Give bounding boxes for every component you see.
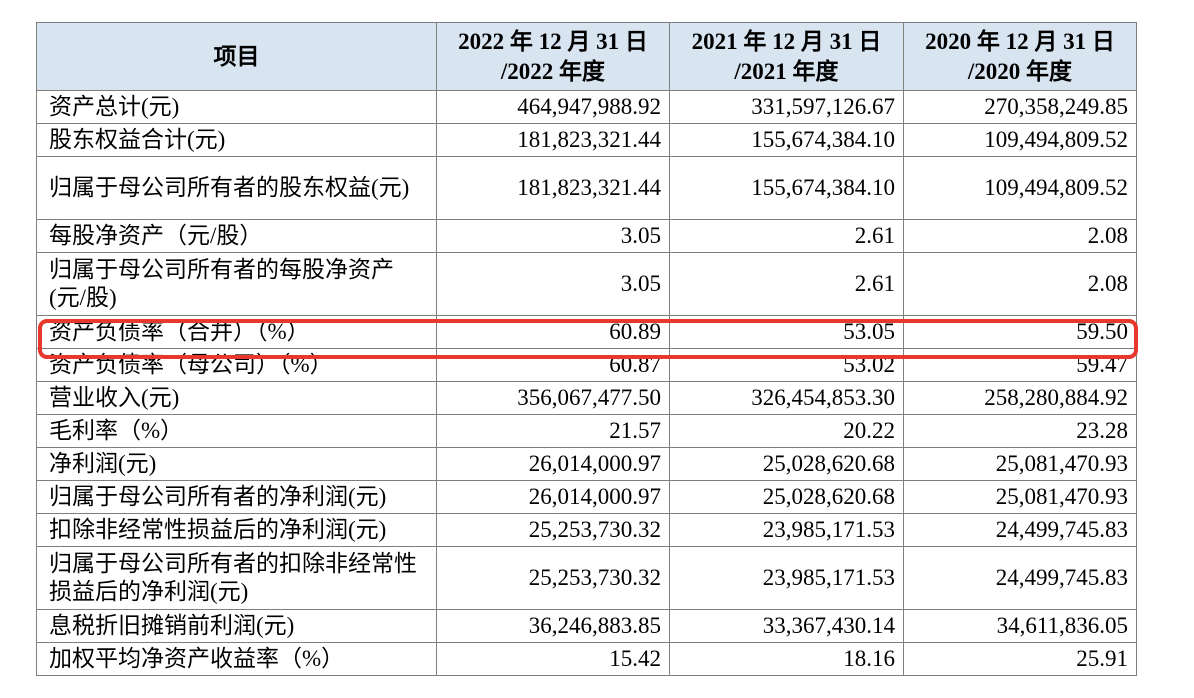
row-label: 归属于母公司所有者的股东权益(元)	[36, 156, 437, 220]
value-2022: 3.05	[436, 252, 670, 316]
header-item: 项目	[36, 22, 437, 91]
financial-table-container: 项目 2022 年 12 月 31 日 /2022 年度 2021 年 12 月…	[36, 22, 1137, 676]
header-2021: 2021 年 12 月 31 日 /2021 年度	[669, 22, 904, 91]
table-row: 息税折旧摊销前利润(元) 36,246,883.85 33,367,430.14…	[36, 609, 1137, 643]
table-row: 资产负债率（母公司）（%） 60.87 53.02 59.47	[36, 348, 1137, 382]
value-2020: 25,081,470.93	[903, 480, 1137, 514]
row-label: 资产负债率（合并）（%）	[36, 315, 437, 349]
value-2021: 2.61	[669, 252, 904, 316]
table-row: 扣除非经常性损益后的净利润(元) 25,253,730.32 23,985,17…	[36, 513, 1137, 547]
table-row: 净利润(元) 26,014,000.97 25,028,620.68 25,08…	[36, 447, 1137, 481]
header-2020-line2: /2020 年度	[967, 58, 1073, 84]
value-2021: 2.61	[669, 219, 904, 253]
value-2021: 18.16	[669, 642, 904, 676]
value-2022: 356,067,477.50	[436, 381, 670, 415]
value-2022: 181,823,321.44	[436, 156, 670, 220]
header-2022-line2: /2022 年度	[500, 58, 606, 84]
value-2022: 25,253,730.32	[436, 513, 670, 547]
header-2021-line1: 2021 年 12 月 31 日	[691, 28, 882, 54]
value-2022: 464,947,988.92	[436, 90, 670, 124]
table-row: 营业收入(元) 356,067,477.50 326,454,853.30 25…	[36, 381, 1137, 415]
value-2020: 24,499,745.83	[903, 513, 1137, 547]
row-label: 扣除非经常性损益后的净利润(元)	[36, 513, 437, 547]
value-2021: 155,674,384.10	[669, 156, 904, 220]
row-label: 营业收入(元)	[36, 381, 437, 415]
value-2022: 15.42	[436, 642, 670, 676]
value-2022: 26,014,000.97	[436, 480, 670, 514]
header-2020-line1: 2020 年 12 月 31 日	[925, 28, 1115, 54]
value-2020: 59.50	[903, 315, 1137, 349]
value-2021: 25,028,620.68	[669, 480, 904, 514]
table-row: 资产总计(元) 464,947,988.92 331,597,126.67 27…	[36, 90, 1137, 124]
value-2022: 181,823,321.44	[436, 123, 670, 157]
table-row: 每股净资产（元/股） 3.05 2.61 2.08	[36, 219, 1137, 253]
value-2020: 270,358,249.85	[903, 90, 1137, 124]
value-2020: 24,499,745.83	[903, 546, 1137, 610]
header-2020: 2020 年 12 月 31 日 /2020 年度	[903, 22, 1137, 91]
row-label: 归属于母公司所有者的每股净资产(元/股)	[36, 252, 437, 316]
table-row: 归属于母公司所有者的每股净资产(元/股) 3.05 2.61 2.08	[36, 252, 1137, 316]
value-2022: 21.57	[436, 414, 670, 448]
value-2021: 326,454,853.30	[669, 381, 904, 415]
value-2022: 25,253,730.32	[436, 546, 670, 610]
value-2020: 2.08	[903, 252, 1137, 316]
row-label: 净利润(元)	[36, 447, 437, 481]
row-label: 每股净资产（元/股）	[36, 219, 437, 253]
value-2022: 36,246,883.85	[436, 609, 670, 643]
value-2020: 109,494,809.52	[903, 156, 1137, 220]
value-2020: 25.91	[903, 642, 1137, 676]
value-2021: 33,367,430.14	[669, 609, 904, 643]
row-label: 资产总计(元)	[36, 90, 437, 124]
value-2021: 23,985,171.53	[669, 513, 904, 547]
row-label: 股东权益合计(元)	[36, 123, 437, 157]
row-label: 息税折旧摊销前利润(元)	[36, 609, 437, 643]
value-2021: 53.02	[669, 348, 904, 382]
value-2020: 2.08	[903, 219, 1137, 253]
value-2021: 25,028,620.68	[669, 447, 904, 481]
row-label: 毛利率（%）	[36, 414, 437, 448]
value-2022: 60.87	[436, 348, 670, 382]
row-label: 归属于母公司所有者的净利润(元)	[36, 480, 437, 514]
value-2020: 34,611,836.05	[903, 609, 1137, 643]
value-2022: 26,014,000.97	[436, 447, 670, 481]
row-label: 归属于母公司所有者的扣除非经常性损益后的净利润(元)	[36, 546, 437, 610]
value-2022: 60.89	[436, 315, 670, 349]
table-row: 加权平均净资产收益率（%） 15.42 18.16 25.91	[36, 642, 1137, 676]
header-2022: 2022 年 12 月 31 日 /2022 年度	[436, 22, 670, 91]
header-2022-line1: 2022 年 12 月 31 日	[458, 28, 648, 54]
table-row: 归属于母公司所有者的股东权益(元) 181,823,321.44 155,674…	[36, 156, 1137, 220]
value-2021: 53.05	[669, 315, 904, 349]
value-2020: 109,494,809.52	[903, 123, 1137, 157]
header-2021-line2: /2021 年度	[734, 58, 839, 84]
value-2021: 331,597,126.67	[669, 90, 904, 124]
value-2021: 155,674,384.10	[669, 123, 904, 157]
table-row-highlighted: 资产负债率（合并）（%） 60.89 53.05 59.50	[36, 315, 1137, 349]
row-label: 资产负债率（母公司）（%）	[36, 348, 437, 382]
value-2020: 25,081,470.93	[903, 447, 1137, 481]
table-row: 归属于母公司所有者的扣除非经常性损益后的净利润(元) 25,253,730.32…	[36, 546, 1137, 610]
value-2021: 20.22	[669, 414, 904, 448]
table-row: 归属于母公司所有者的净利润(元) 26,014,000.97 25,028,62…	[36, 480, 1137, 514]
table-row: 毛利率（%） 21.57 20.22 23.28	[36, 414, 1137, 448]
row-label: 加权平均净资产收益率（%）	[36, 642, 437, 676]
value-2022: 3.05	[436, 219, 670, 253]
table-header-row: 项目 2022 年 12 月 31 日 /2022 年度 2021 年 12 月…	[36, 22, 1137, 91]
value-2020: 59.47	[903, 348, 1137, 382]
table-row: 股东权益合计(元) 181,823,321.44 155,674,384.10 …	[36, 123, 1137, 157]
value-2020: 23.28	[903, 414, 1137, 448]
value-2020: 258,280,884.92	[903, 381, 1137, 415]
financial-summary-table: 项目 2022 年 12 月 31 日 /2022 年度 2021 年 12 月…	[36, 22, 1137, 676]
value-2021: 23,985,171.53	[669, 546, 904, 610]
